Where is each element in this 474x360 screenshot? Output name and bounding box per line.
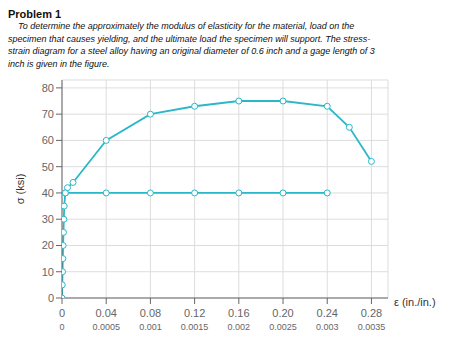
svg-text:0.0025: 0.0025 bbox=[269, 322, 297, 332]
svg-text:60: 60 bbox=[42, 135, 54, 147]
svg-text:0.24: 0.24 bbox=[317, 307, 338, 319]
svg-text:10: 10 bbox=[42, 266, 54, 278]
svg-text:0.0035: 0.0035 bbox=[358, 322, 386, 332]
svg-text:20: 20 bbox=[42, 240, 54, 252]
html-text:Problem 1: Problem 1 bbox=[8, 8, 62, 20]
svg-text:0.12: 0.12 bbox=[184, 307, 205, 319]
svg-text:0.0015: 0.0015 bbox=[181, 322, 209, 332]
svg-text:40: 40 bbox=[42, 187, 54, 199]
svg-text:70: 70 bbox=[42, 108, 54, 120]
svg-text:0.20: 0.20 bbox=[272, 307, 293, 319]
svg-text:0.0005: 0.0005 bbox=[92, 322, 120, 332]
svg-text:0.04: 0.04 bbox=[95, 307, 116, 319]
svg-text:0: 0 bbox=[59, 322, 64, 332]
html-text:To determine the approximately: To determine the approximately the modul… bbox=[8, 21, 375, 69]
svg-text:0: 0 bbox=[48, 292, 54, 304]
svg-text:σ (ksi): σ (ksi) bbox=[14, 174, 26, 205]
svg-text:0: 0 bbox=[59, 307, 65, 319]
svg-text:80: 80 bbox=[42, 82, 54, 94]
svg-text:0.28: 0.28 bbox=[361, 307, 382, 319]
svg-text:0.002: 0.002 bbox=[228, 322, 251, 332]
svg-text:50: 50 bbox=[42, 161, 54, 173]
svg-text:0.16: 0.16 bbox=[228, 307, 249, 319]
svg-text:0.08: 0.08 bbox=[140, 307, 161, 319]
svg-text:0.001: 0.001 bbox=[139, 322, 162, 332]
svg-text:ε (in./in.): ε (in./in.) bbox=[394, 296, 436, 308]
svg-text:30: 30 bbox=[42, 213, 54, 225]
svg-text:0.003: 0.003 bbox=[316, 322, 339, 332]
